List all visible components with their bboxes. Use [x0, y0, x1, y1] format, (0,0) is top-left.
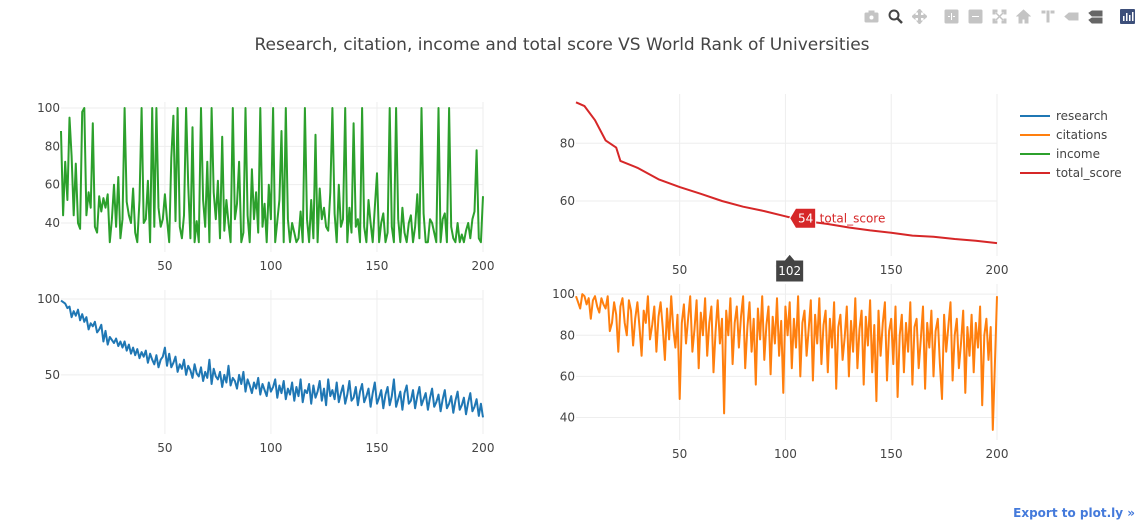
x-tick-label: 150	[880, 263, 903, 277]
spike-lines-button[interactable]	[1036, 6, 1058, 26]
legend-swatch-total-score	[1020, 171, 1050, 174]
hover-tooltip: 54 total_score 102	[775, 207, 886, 283]
reset-axes-button[interactable]	[1012, 6, 1034, 26]
y-tick-label: 60	[560, 369, 575, 383]
legend-swatch-research	[1020, 114, 1050, 117]
subplot-research: 50 100 150 200 50 100	[37, 290, 494, 455]
autoscale-button[interactable]	[988, 6, 1010, 26]
hover-closest-icon	[1063, 12, 1078, 20]
y-tick-label: 40	[560, 411, 575, 425]
legend-label-total-score: total_score	[1056, 165, 1122, 180]
y-tick-label: 80	[45, 139, 60, 153]
legend-item-income[interactable]: income	[1020, 144, 1122, 163]
x-tick-label: 200	[986, 447, 1009, 461]
plotly-logo-icon	[1119, 8, 1135, 24]
legend-swatch-citations	[1020, 133, 1050, 136]
x-tick-label: 50	[157, 441, 172, 455]
export-to-plotly-link[interactable]: Export to plot.ly »	[1013, 506, 1135, 520]
x-tick-label: 100	[259, 259, 282, 273]
subplot-citations: 50 100 150 200 40 60 80 100	[552, 284, 1008, 461]
series-line-income[interactable]	[60, 107, 484, 244]
y-tick-label: 80	[560, 136, 575, 150]
legend-label-citations: citations	[1056, 127, 1108, 142]
hover-x-label: 102	[778, 264, 801, 278]
y-tick-label: 80	[560, 328, 575, 342]
legend-label-research: research	[1056, 108, 1108, 123]
y-tick-label: 40	[45, 216, 60, 230]
x-tick-label: 50	[672, 447, 687, 461]
y-tick-label: 100	[552, 287, 575, 301]
legend-item-citations[interactable]: citations	[1020, 125, 1122, 144]
camera-button[interactable]	[860, 6, 882, 26]
zoom-button[interactable]	[884, 6, 906, 26]
x-tick-label: 50	[157, 259, 172, 273]
x-tick-label: 100	[774, 447, 797, 461]
hover-value-label: 54	[798, 211, 813, 225]
series-line-citations[interactable]	[575, 293, 998, 431]
plotly-logo-button[interactable]	[1116, 6, 1138, 26]
y-tick-label: 100	[37, 292, 60, 306]
x-tick-label: 100	[259, 441, 282, 455]
legend-label-income: income	[1056, 146, 1100, 161]
x-tick-label: 200	[472, 441, 495, 455]
series-line-total_score[interactable]	[575, 101, 998, 245]
reset-axes-icon	[1015, 8, 1031, 23]
spike-lines-icon	[1041, 10, 1054, 22]
hover-closest-button[interactable]	[1060, 6, 1082, 26]
x-tick-label: 150	[880, 447, 903, 461]
subplot-income: 50 100 150 200 40 60 80 100	[37, 101, 494, 273]
zoom-icon	[888, 9, 903, 24]
legend-item-research[interactable]: research	[1020, 106, 1122, 125]
x-tick-label: 150	[366, 259, 389, 273]
x-tick-label: 200	[472, 259, 495, 273]
hover-x-box	[775, 253, 805, 283]
legend: research citations income total_score	[1020, 106, 1122, 182]
y-tick-label: 50	[45, 368, 60, 382]
hover-value-box	[789, 207, 817, 229]
y-tick-label: 100	[37, 101, 60, 115]
zoom-out-icon	[968, 9, 982, 23]
hover-compare-button[interactable]	[1084, 6, 1106, 26]
x-tick-label: 150	[366, 441, 389, 455]
series-line-research[interactable]	[60, 299, 484, 418]
modebar	[860, 6, 1138, 26]
x-tick-label: 50	[672, 263, 687, 277]
camera-icon	[864, 10, 878, 22]
hover-trace-label: total_score	[820, 211, 886, 225]
autoscale-icon	[992, 9, 1006, 23]
zoom-out-button[interactable]	[964, 6, 986, 26]
legend-swatch-income	[1020, 152, 1050, 155]
hover-compare-icon	[1087, 10, 1102, 23]
legend-item-total-score[interactable]: total_score	[1020, 163, 1122, 182]
y-tick-label: 60	[45, 178, 60, 192]
chart-title: Research, citation, income and total sco…	[254, 35, 870, 55]
y-tick-label: 60	[560, 194, 575, 208]
zoom-in-icon	[944, 9, 958, 23]
x-tick-label: 200	[986, 263, 1009, 277]
zoom-in-button[interactable]	[940, 6, 962, 26]
pan-button[interactable]	[908, 6, 930, 26]
pan-icon	[911, 8, 927, 24]
